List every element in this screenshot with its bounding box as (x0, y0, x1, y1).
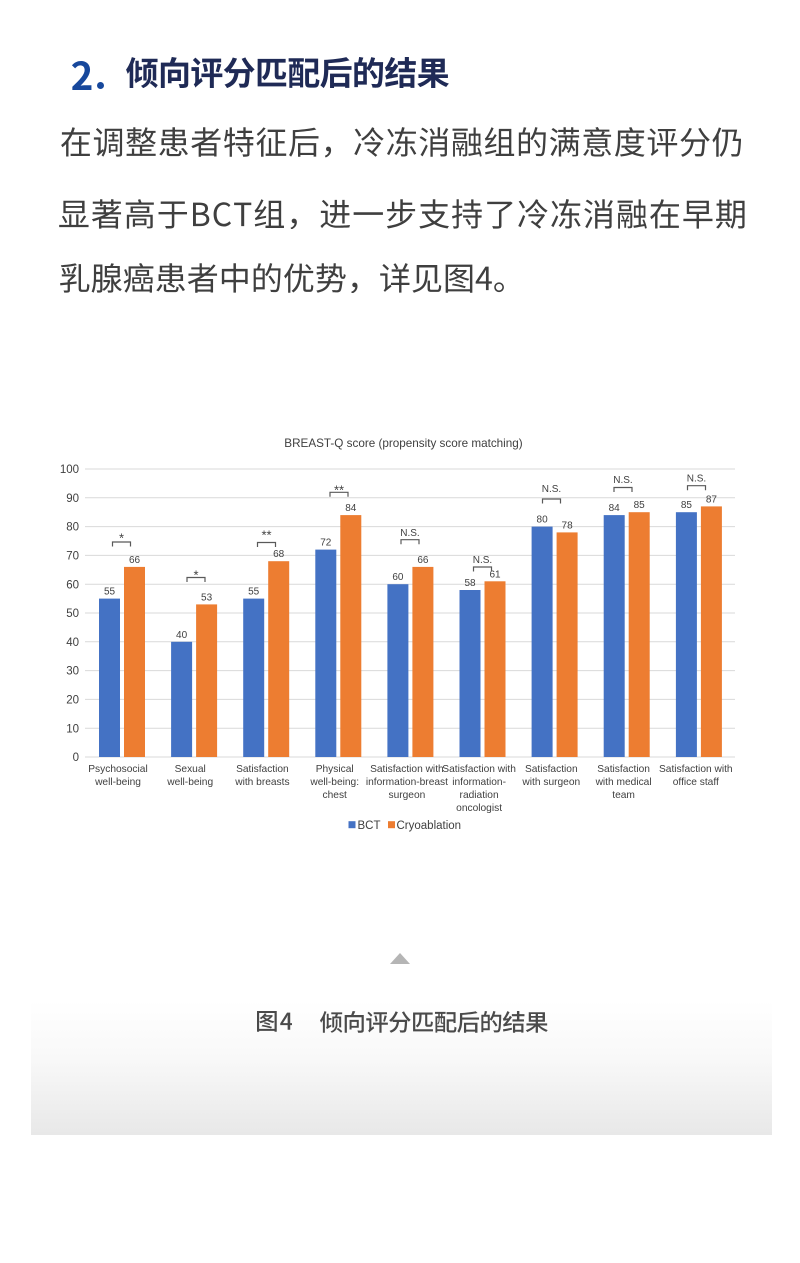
svg-text:with surgeon: with surgeon (521, 777, 580, 788)
svg-text:N.S.: N.S. (687, 474, 706, 485)
svg-text:chest: chest (323, 790, 348, 801)
svg-text:84: 84 (345, 503, 357, 514)
svg-text:50: 50 (66, 608, 79, 620)
svg-text:information-breast: information-breast (366, 777, 448, 788)
svg-text:well-being: well-being (166, 777, 213, 788)
svg-text:30: 30 (66, 666, 79, 678)
svg-text:66: 66 (417, 555, 429, 566)
svg-text:N.S.: N.S. (613, 475, 632, 486)
svg-text:N.S.: N.S. (400, 528, 419, 539)
svg-text:80: 80 (537, 515, 549, 526)
svg-text:radiation: radiation (460, 790, 499, 801)
svg-text:Satisfaction with: Satisfaction with (659, 764, 733, 775)
svg-text:Satisfaction: Satisfaction (525, 764, 578, 775)
svg-text:55: 55 (248, 587, 260, 598)
svg-text:Satisfaction with: Satisfaction with (370, 764, 444, 775)
svg-text:78: 78 (562, 520, 574, 531)
svg-text:information-: information- (452, 777, 506, 788)
svg-text:60: 60 (66, 579, 79, 591)
svg-text:Physical: Physical (316, 764, 354, 775)
svg-text:58: 58 (464, 578, 476, 589)
svg-text:53: 53 (201, 592, 213, 603)
svg-text:68: 68 (273, 549, 285, 560)
svg-text:100: 100 (60, 464, 79, 476)
svg-text:90: 90 (66, 493, 79, 505)
svg-text:60: 60 (392, 572, 404, 583)
svg-text:*: * (119, 531, 124, 546)
svg-text:61: 61 (489, 569, 501, 580)
svg-text:85: 85 (634, 500, 646, 511)
svg-text:Satisfaction with: Satisfaction with (442, 764, 516, 775)
svg-text:40: 40 (66, 637, 79, 649)
svg-text:BCT: BCT (358, 820, 381, 832)
svg-text:N.S.: N.S. (542, 484, 561, 495)
svg-text:N.S.: N.S. (473, 555, 492, 566)
svg-text:72: 72 (320, 538, 332, 549)
svg-text:0: 0 (73, 752, 79, 764)
svg-text:with medical: with medical (595, 777, 652, 788)
svg-text:40: 40 (176, 630, 188, 641)
svg-text:Cryoablation: Cryoablation (397, 820, 462, 832)
svg-text:20: 20 (66, 695, 79, 707)
svg-text:**: ** (334, 483, 344, 498)
svg-text:with breasts: with breasts (234, 777, 289, 788)
svg-text:office staff: office staff (673, 777, 719, 788)
svg-text:Satisfaction: Satisfaction (597, 764, 650, 775)
svg-text:Psychosocial: Psychosocial (88, 764, 147, 775)
svg-text:84: 84 (609, 503, 621, 514)
svg-text:55: 55 (104, 587, 116, 598)
svg-text:**: ** (261, 528, 271, 543)
svg-text:85: 85 (681, 500, 693, 511)
svg-text:Sexual: Sexual (175, 764, 206, 775)
svg-text:oncologist: oncologist (456, 803, 502, 814)
svg-text:surgeon: surgeon (388, 790, 425, 801)
svg-text:80: 80 (66, 522, 79, 534)
svg-text:well-being: well-being (94, 777, 141, 788)
svg-text:BREAST-Q score (propensity sco: BREAST-Q score (propensity score matchin… (284, 437, 522, 450)
svg-text:team: team (612, 790, 635, 801)
svg-text:well-being:: well-being: (309, 777, 359, 788)
svg-text:87: 87 (706, 494, 718, 505)
svg-text:Satisfaction: Satisfaction (236, 764, 289, 775)
svg-text:66: 66 (129, 555, 141, 566)
svg-text:70: 70 (66, 551, 79, 563)
svg-text:10: 10 (66, 723, 79, 735)
svg-text:*: * (193, 568, 198, 583)
